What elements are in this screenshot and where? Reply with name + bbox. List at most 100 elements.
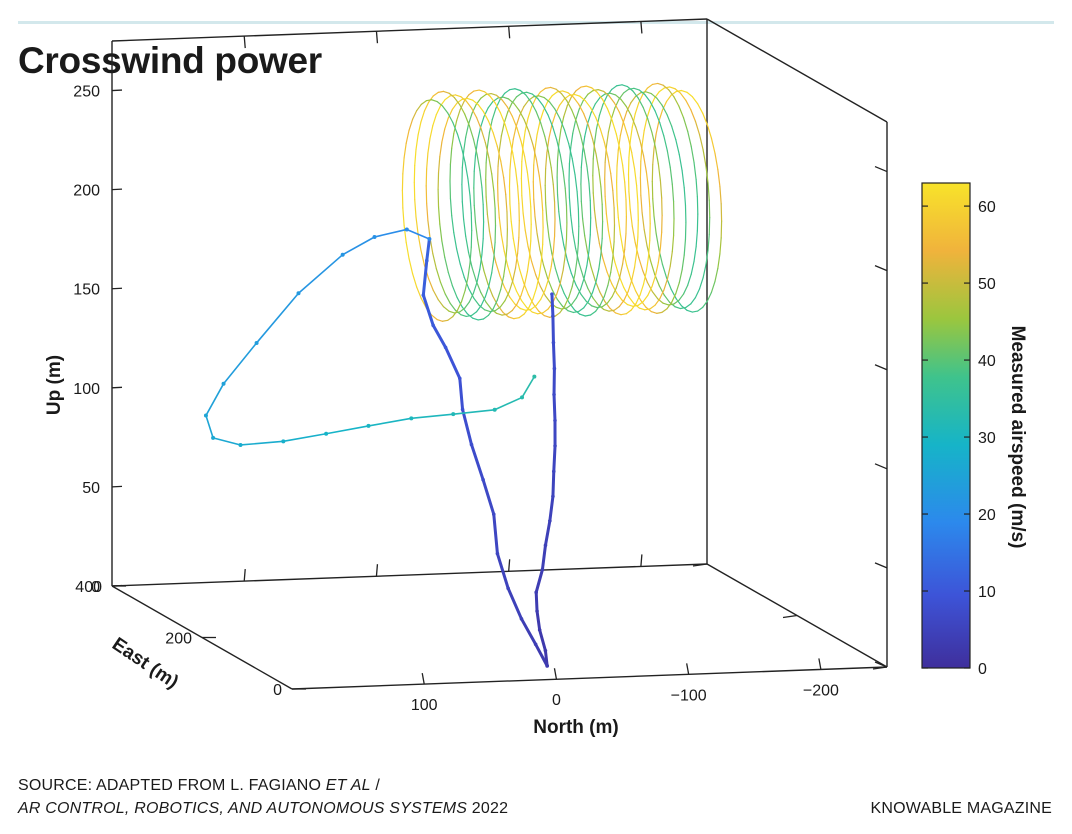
- orbit-loop-segment: [710, 137, 716, 154]
- orbit-loop-segment: [558, 211, 562, 230]
- box-edge: [111, 563, 708, 587]
- orbit-loop-segment: [710, 280, 716, 293]
- orbit-loop-segment: [515, 114, 521, 128]
- orbit-loop-segment: [597, 89, 605, 92]
- orbit-loop-segment: [614, 94, 622, 100]
- orbit-loop-segment: [509, 88, 516, 91]
- orbit-loop-segment: [629, 126, 633, 143]
- orbit-loop-segment: [583, 300, 589, 309]
- orbit-loop-segment: [673, 299, 680, 305]
- orbit-loop-segment: [628, 296, 635, 305]
- orbit-loop-segment: [447, 316, 454, 321]
- orbit-loop-segment: [595, 268, 600, 283]
- orbit-loop-segment: [540, 290, 546, 300]
- transition-loop-point: [366, 423, 371, 428]
- orbit-loop-segment: [513, 102, 520, 111]
- orbit-loop-segment: [616, 149, 619, 167]
- orbit-loop-segment: [456, 248, 461, 265]
- transition-loop-segment: [222, 342, 258, 385]
- orbit-loop-segment: [530, 305, 537, 310]
- orbit-loop-segment: [666, 301, 673, 310]
- orbit-loop-segment: [515, 92, 523, 98]
- orbit-loop-segment: [719, 237, 722, 255]
- orbit-loop-segment: [517, 185, 520, 204]
- orbit-loop-segment: [625, 309, 632, 315]
- orbit-loop-segment: [535, 298, 542, 307]
- orbit-loop-segment: [449, 302, 457, 311]
- orbit-loop-segment: [685, 303, 692, 309]
- orbit-loop-segment: [473, 204, 477, 224]
- colorbar-tick-label: 30: [978, 430, 996, 447]
- takeoff-climb-point: [543, 648, 548, 653]
- orbit-loop-segment: [663, 135, 668, 152]
- orbit-loop-segment: [646, 281, 654, 293]
- orbit-loop-segment: [432, 289, 439, 301]
- orbit-loop-segment: [612, 241, 615, 259]
- orbit-loop-segment: [600, 186, 603, 205]
- orbit-loop-segment: [642, 106, 649, 120]
- orbit-loop-segment: [643, 117, 648, 132]
- colorbar-tick-label: 20: [978, 507, 996, 524]
- takeoff-climb-segment: [552, 393, 557, 422]
- orbit-loop-segment: [484, 309, 491, 313]
- north-tick-back: [640, 554, 643, 567]
- orbit-loop-segment: [452, 121, 459, 135]
- orbit-loop-segment: [678, 269, 683, 284]
- orbit-loop-segment: [558, 129, 562, 145]
- climb-second-branch-point: [424, 258, 429, 263]
- orbit-loop-segment: [616, 292, 623, 301]
- climb-second-branch-segment: [431, 323, 448, 349]
- orbit-loop-segment: [464, 113, 470, 127]
- orbit-loop-segment: [614, 261, 620, 277]
- orbit-loop-segment: [662, 302, 670, 306]
- orbit-loop-segment: [637, 301, 644, 306]
- orbit-loop-segment: [447, 108, 453, 119]
- orbit-loop-segment: [638, 93, 644, 104]
- orbit-loop-segment: [528, 240, 532, 258]
- orbit-loop-segment: [471, 266, 477, 282]
- takeoff-climb-point: [543, 543, 548, 548]
- orbit-loop-segment: [584, 235, 589, 253]
- orbit-loop-segment: [504, 291, 510, 302]
- orbit-loop-segment: [584, 123, 589, 138]
- orbit-loop-segment: [492, 132, 498, 147]
- climb-second-branch-point: [431, 323, 435, 328]
- orbit-loop-segment: [683, 238, 687, 256]
- orbit-loop-segment: [405, 241, 410, 260]
- orbit-loop-segment: [420, 110, 426, 123]
- orbit-loop-segment: [586, 165, 590, 184]
- orbit-loop-segment: [441, 319, 449, 322]
- orbit-loop-segment: [551, 91, 558, 97]
- orbit-loop-segment: [530, 101, 537, 112]
- orbit-loop-segment: [666, 150, 671, 168]
- orbit-loop-segment: [654, 146, 659, 165]
- orbit-loop-segment: [466, 97, 474, 101]
- orbit-loop-segment: [468, 125, 475, 140]
- orbit-loop-segment: [546, 137, 550, 154]
- orbit-loop-segment: [588, 234, 591, 252]
- orbit-loop-segment: [526, 91, 533, 95]
- orbit-loop-segment: [610, 257, 614, 273]
- orbit-loop-segment: [646, 106, 652, 119]
- orbit-loop-segment: [439, 223, 443, 242]
- orbit-loop-segment: [707, 182, 710, 201]
- north-tick-label: −100: [671, 687, 707, 704]
- orbit-loop-segment: [488, 230, 493, 249]
- orbit-loop-segment: [644, 93, 651, 103]
- orbit-loop-segment: [652, 148, 655, 166]
- orbit-loop-segment: [472, 99, 479, 106]
- orbit-loop-segment: [679, 92, 687, 101]
- orbit-loop-segment: [515, 290, 523, 302]
- orbit-loop-segment: [523, 119, 530, 132]
- orbit-loop-segment: [526, 171, 531, 191]
- orbit-loop-segment: [657, 163, 662, 182]
- orbit-loop-segment: [500, 234, 505, 252]
- orbit-loop-segment: [550, 86, 557, 90]
- climb-second-branch-point: [545, 664, 549, 668]
- orbit-loop-segment: [449, 147, 453, 165]
- flight-trajectory: [203, 82, 723, 668]
- orbit-loop-segment: [633, 252, 638, 269]
- orbit-loop-segment: [523, 307, 530, 315]
- orbit-loop-segment: [657, 82, 664, 86]
- orbit-loop-segment: [669, 86, 676, 90]
